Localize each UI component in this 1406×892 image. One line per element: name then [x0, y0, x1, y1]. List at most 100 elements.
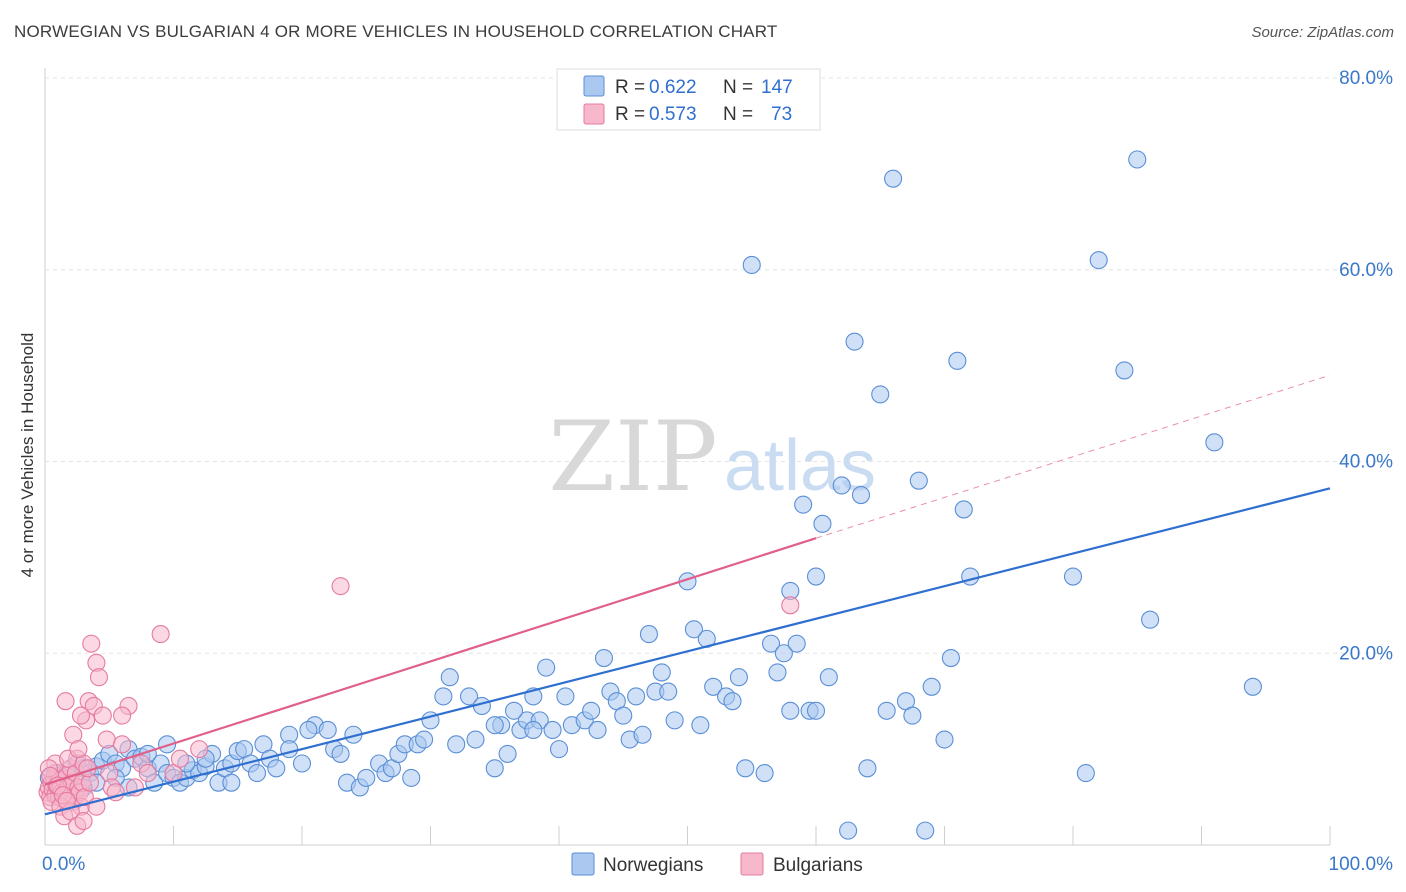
norwegians-point-110: [813, 514, 832, 533]
norwegians-point-44: [331, 744, 350, 763]
norwegians-point-84: [627, 687, 646, 706]
norwegians-point-106: [787, 634, 806, 653]
norwegians-point-113: [839, 821, 858, 840]
norwegians-point-147: [158, 735, 177, 754]
norwegians-point-56: [415, 730, 434, 749]
data-points: [38, 150, 1262, 840]
bulgarians-trend-line: [44, 537, 817, 786]
bulgarians-point-71: [781, 596, 800, 615]
bulgarians-point-70: [331, 577, 350, 596]
stats-n-value-2: 73: [771, 104, 792, 125]
norwegians-point-61: [459, 687, 479, 706]
norwegians-point-48: [357, 768, 376, 787]
source-label: Source: ZipAtlas.com: [1251, 24, 1394, 41]
norwegians-point-101: [755, 764, 774, 783]
x-tick-label-0: 0.0%: [42, 854, 85, 875]
norwegians-point-54: [402, 768, 421, 787]
bulgarians-point-32: [82, 634, 101, 653]
norwegians-point-62: [466, 730, 485, 749]
stats-n-label-1: N =: [723, 77, 753, 98]
norwegians-point-66: [498, 744, 517, 763]
legend-label-bulgarians: Bulgarians: [773, 855, 863, 876]
norwegians-point-114: [845, 332, 864, 351]
series-legend: Norwegians Bulgarians: [571, 852, 863, 876]
norwegians-point-90: [665, 711, 684, 730]
bulgarians-point-45: [138, 764, 157, 783]
norwegians-point-64: [485, 759, 504, 778]
norwegians-point-78: [588, 720, 607, 740]
stats-n-label-2: N =: [723, 104, 753, 125]
y-tick-label-0: 20.0%: [1339, 643, 1393, 664]
norwegians-trend-line: [44, 487, 1331, 816]
legend-swatch-norwegians: [571, 852, 595, 876]
norwegians-point-107: [794, 495, 813, 514]
bulgarians-point-63: [56, 692, 75, 711]
norwegians-point-73: [549, 740, 569, 759]
bulgarians-point-35: [89, 668, 109, 687]
tick-labels: 20.0% 40.0% 60.0% 80.0% 0.0% 100.0%: [42, 68, 1393, 875]
norwegians-point-123: [916, 821, 935, 840]
norwegians-point-125: [935, 730, 954, 749]
stats-r-value-1: 0.622: [649, 77, 697, 98]
norwegians-point-133: [1115, 361, 1134, 380]
legend-swatch-bulgarians: [740, 852, 764, 876]
watermark: ZIP atlas: [548, 401, 876, 513]
stats-n-value-1: 147: [761, 77, 793, 98]
norwegians-point-40: [292, 754, 312, 773]
norwegians-point-131: [1076, 764, 1095, 783]
norwegians-point-119: [884, 169, 903, 188]
norwegians-point-82: [614, 706, 633, 725]
norwegians-point-74: [556, 687, 575, 706]
norwegians-point-144: [222, 773, 241, 792]
bulgarians-point-36: [93, 706, 112, 725]
bulgarians-point-46: [151, 625, 170, 644]
stats-r-value-2: 0.573: [649, 104, 697, 125]
norwegians-point-111: [819, 668, 838, 687]
norwegians-point-117: [871, 385, 890, 404]
norwegians-point-92: [684, 620, 703, 639]
norwegians-point-105: [781, 701, 800, 720]
legend-label-norwegians: Norwegians: [603, 855, 703, 876]
norwegians-point-143: [247, 764, 267, 783]
norwegians-point-102: [761, 634, 781, 653]
norwegians-point-38: [267, 759, 286, 778]
norwegians-point-58: [434, 687, 453, 706]
norwegians-point-121: [903, 706, 922, 725]
norwegians-point-128: [954, 500, 973, 519]
norwegians-point-138: [485, 716, 504, 735]
chart-title: NORWEGIAN VS BULGARIAN 4 OR MORE VEHICLE…: [14, 22, 778, 41]
stats-r-label-1: R =: [615, 77, 645, 98]
bulgarians-point-48: [170, 749, 189, 768]
norwegians-point-71: [537, 658, 556, 677]
stats-legend: R = 0.622 N = 147 R = 0.573 N = 73: [556, 68, 821, 131]
norwegians-point-99: [736, 759, 755, 778]
norwegians-point-60: [447, 735, 466, 754]
trend-lines: [44, 374, 1331, 816]
norwegians-point-103: [768, 663, 787, 682]
norwegians-point-124: [922, 677, 941, 696]
norwegians-point-155: [806, 701, 826, 720]
norwegians-point-109: [806, 567, 826, 586]
norwegians-point-42: [318, 720, 337, 740]
norwegians-point-118: [877, 701, 896, 720]
norwegians-point-97: [723, 692, 742, 711]
watermark-zip: ZIP: [548, 401, 717, 513]
bulgarians-point-37: [97, 730, 116, 749]
stats-swatch-bulgarians: [583, 103, 605, 125]
watermark-atlas: atlas: [724, 426, 876, 506]
norwegians-point-88: [652, 663, 671, 682]
norwegians-point-137: [1243, 677, 1262, 696]
norwegians-point-141: [299, 720, 318, 740]
norwegians-point-140: [524, 720, 543, 740]
norwegians-point-86: [639, 625, 659, 644]
bulgarians-point-49: [190, 740, 209, 759]
bulgarians-point-56: [74, 811, 93, 831]
norwegians-point-112: [832, 476, 851, 495]
bulgarians-point-72: [113, 706, 132, 725]
x-tick-label-1: 100.0%: [1329, 854, 1394, 875]
norwegians-point-130: [1063, 567, 1083, 586]
y-tick-label-1: 40.0%: [1339, 452, 1393, 473]
norwegians-point-116: [858, 759, 877, 778]
norwegians-point-85: [633, 725, 652, 744]
